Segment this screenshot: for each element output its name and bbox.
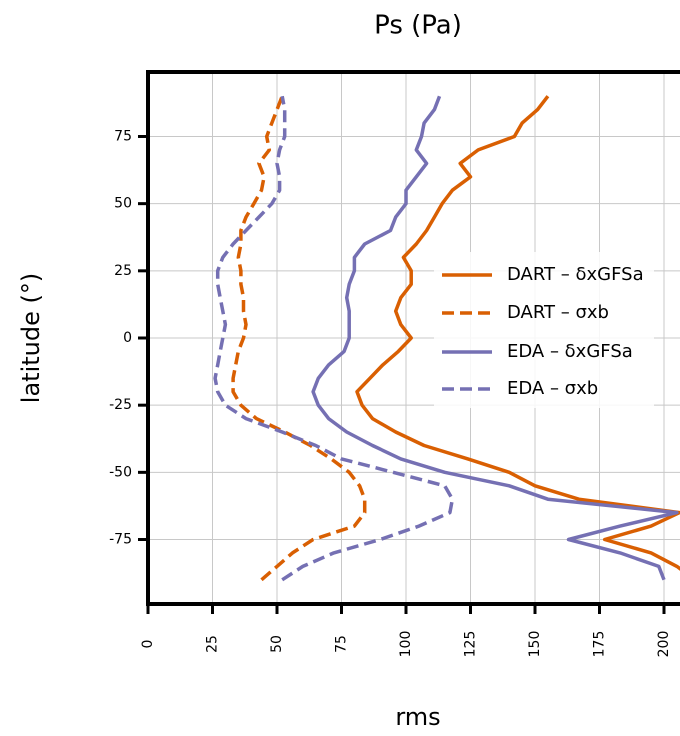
- y-tick-label: 0: [123, 330, 132, 346]
- y-tick-label: -25: [109, 397, 132, 413]
- series-line: [231, 95, 367, 582]
- x-tick-label: 25: [205, 635, 221, 653]
- legend-box: [434, 252, 654, 408]
- y-axis-label: latitude (°): [17, 273, 45, 403]
- x-tick-label: 175: [592, 631, 608, 658]
- x-tick-label: 0: [140, 640, 156, 649]
- series-line: [311, 95, 679, 581]
- y-tick-label: 25: [114, 263, 132, 279]
- y-tick-label: -75: [109, 532, 132, 548]
- x-tick-label: 125: [463, 631, 479, 658]
- y-tick-label: 75: [114, 128, 132, 144]
- x-tick-label: 150: [527, 631, 543, 658]
- plot-area: [213, 95, 680, 582]
- x-tick-label: 75: [334, 635, 350, 653]
- chart-title: Ps (Pa): [374, 11, 462, 41]
- x-tick-label: 50: [269, 635, 285, 653]
- legend: DART – δxGFSa DART – σxb EDA – δxGFSa EDA –…: [434, 252, 654, 408]
- series-line: [355, 95, 680, 571]
- legend-label: EDA – σxb: [507, 378, 598, 399]
- series-line: [213, 95, 455, 582]
- x-tick-label: 100: [398, 631, 414, 658]
- y-tick-label: 50: [114, 196, 132, 212]
- x-tick-label: 200: [656, 631, 672, 658]
- x-axis-label: rms: [395, 703, 440, 731]
- legend-label: DART – δxGFSa: [507, 264, 644, 285]
- legend-label: EDA – δxGFSa: [507, 341, 633, 362]
- legend-label: DART – σxb: [507, 302, 609, 323]
- axes: 0 25 50 75 100 125 150 175 200 -75 -50 -25 0 25 50 75: [109, 70, 680, 657]
- y-tick-label: -50: [109, 464, 132, 480]
